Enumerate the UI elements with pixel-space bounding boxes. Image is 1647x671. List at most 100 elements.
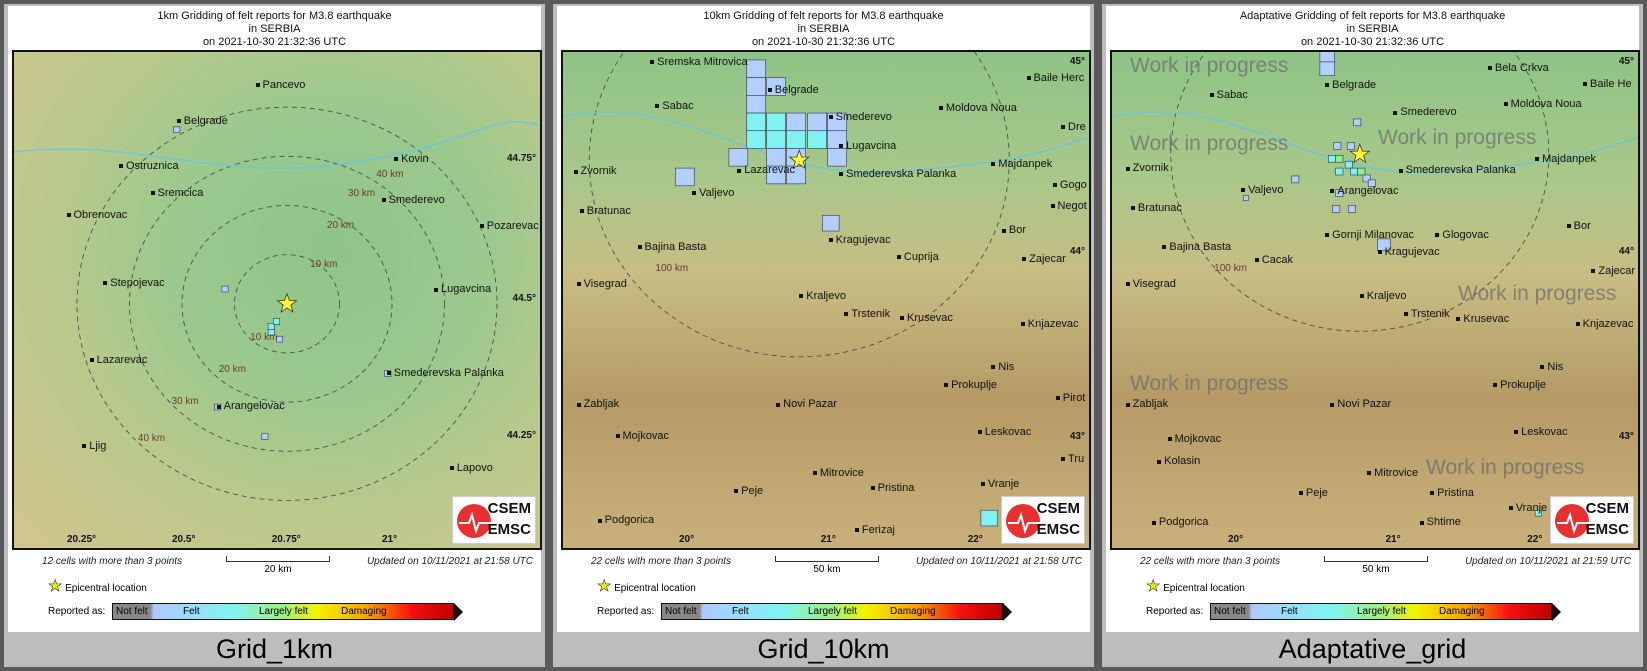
city-label: Arangelovac <box>1330 185 1399 198</box>
city-label: Pristina <box>870 482 914 495</box>
map-sheet: 10km Gridding of felt reports for M3.8 e… <box>557 6 1091 632</box>
map-area[interactable]: 20° 21° 22° 45° 44° 43° CSEM EMSC Sabac Belgrade B… <box>1110 50 1640 550</box>
city-label: Nis <box>991 361 1014 374</box>
city-dot <box>1157 459 1162 464</box>
city-label: Moldova Noua <box>938 102 1017 115</box>
city-label: Lazarevac <box>737 164 795 177</box>
city-label: Kovin <box>394 153 429 166</box>
city-dot <box>844 312 849 317</box>
city-dot <box>944 382 949 387</box>
cells-note: 22 cells with more than 3 points <box>591 556 732 567</box>
city-label: Lugavcina <box>434 283 491 296</box>
grid-cell <box>746 112 766 132</box>
city-dot <box>1575 321 1580 326</box>
city-label: Obrenovac <box>66 209 127 222</box>
watermark-text: Work in progress <box>1426 456 1585 479</box>
city-label: Novi Pazar <box>1330 398 1391 411</box>
city-label: Sabac <box>1209 89 1248 102</box>
city-label: Kraljevo <box>1359 290 1407 303</box>
city-label: Zabljak <box>1125 398 1168 411</box>
csem-emsc-logo: CSEM EMSC <box>1550 496 1634 544</box>
city-label: Bratunac <box>1130 202 1182 215</box>
latitude-tick: 43° <box>1069 430 1085 442</box>
grid-cell <box>766 165 786 185</box>
scale-label: 50 km <box>813 564 841 575</box>
city-label: Glogovac <box>1435 229 1489 242</box>
city-label: Pristina <box>1430 487 1474 500</box>
distance-ring <box>181 205 393 403</box>
map-panel-1: 1km Gridding of felt reports for M3.8 ea… <box>0 0 549 671</box>
city-dot <box>828 115 833 120</box>
city-dot <box>1540 365 1545 370</box>
city-label: Smederevska Palanka <box>386 367 504 380</box>
city-dot <box>839 172 844 177</box>
city-dot <box>776 402 781 407</box>
epicenter-star <box>1349 143 1371 164</box>
city-label: Prokuplje <box>944 379 997 392</box>
city-dot <box>1535 156 1540 161</box>
city-label: Valjevo <box>1241 184 1283 197</box>
city-dot <box>812 471 817 476</box>
city-dot <box>1241 188 1246 193</box>
scale-bar <box>226 556 330 562</box>
city-dot <box>1055 395 1060 400</box>
longitude-tick: 20° <box>1228 534 1244 545</box>
city-dot <box>1398 168 1403 173</box>
star-icon: ★ <box>1146 578 1161 596</box>
city-dot <box>650 60 655 65</box>
city-dot <box>449 466 454 471</box>
watermark-text: Work in progress <box>1130 54 1289 77</box>
city-label: Lugavcina <box>839 140 896 153</box>
grid-cell <box>786 112 806 132</box>
latitude-tick: 45° <box>1069 56 1085 68</box>
grid-cell <box>1291 175 1300 184</box>
map-title: Adaptative Gridding of felt reports for … <box>1106 10 1639 49</box>
grid-cell <box>1333 142 1342 150</box>
city-label: Smederevo <box>1393 106 1457 119</box>
map-area[interactable]: 20.25° 20.5° 20.75° 21° 44.75° 44.5° 44.25° CSE… <box>12 50 542 550</box>
latitude-tick: 45° <box>1618 56 1634 68</box>
city-label: Stepojevac <box>103 277 165 290</box>
grid-cell <box>807 130 827 149</box>
city-dot <box>1022 257 1027 262</box>
city-label: Podgorica <box>597 514 654 527</box>
city-label: Kragujevac <box>1377 246 1440 259</box>
city-label: Trstenik <box>844 308 890 321</box>
city-label: Prokuplje <box>1493 379 1546 392</box>
longitude-tick: 20° <box>679 534 695 545</box>
epicenter-star <box>276 292 298 313</box>
grid-cell <box>1344 160 1353 169</box>
city-label: Nis <box>1540 361 1563 374</box>
grid-cell <box>746 59 766 78</box>
ring-label: 10 km <box>250 331 278 343</box>
city-dot <box>1566 223 1571 228</box>
city-dot <box>1125 281 1130 286</box>
city-dot <box>655 103 660 108</box>
city-dot <box>854 528 859 533</box>
colorbar-arrow <box>1552 603 1561 621</box>
longitude-tick: 20.5° <box>172 534 196 545</box>
city-dot <box>692 191 697 196</box>
map-area[interactable]: 20° 21° 22° 45° 44° 43° CSEM EMSC Sremska Mitrov… <box>561 50 1091 550</box>
grid-cell <box>261 433 269 440</box>
city-label: Zajecar <box>1591 265 1635 278</box>
city-label: Zabljak <box>576 398 619 411</box>
grid-cell <box>807 112 827 132</box>
city-dot <box>734 489 739 494</box>
latitude-tick: 44° <box>1069 246 1085 258</box>
city-label: Kraljevo <box>799 290 846 303</box>
star-icon: ★ <box>48 578 63 596</box>
panel-label: Grid_1km <box>215 634 334 664</box>
city-dot <box>839 143 844 148</box>
city-dot <box>991 365 996 370</box>
city-dot <box>1125 166 1130 171</box>
globe-icon <box>457 504 491 538</box>
intensity-colorbar: Not felt Felt Largely felt Damaging <box>112 603 454 620</box>
grid-cell <box>766 130 786 149</box>
intensity-colorbar: Not felt Felt Largely felt Damaging <box>661 603 1003 620</box>
reported-as-label: Reported as: <box>597 606 655 617</box>
city-dot <box>896 255 901 260</box>
longitude-tick: 21° <box>820 534 836 545</box>
city-dot <box>1254 258 1259 262</box>
city-dot <box>386 371 391 376</box>
